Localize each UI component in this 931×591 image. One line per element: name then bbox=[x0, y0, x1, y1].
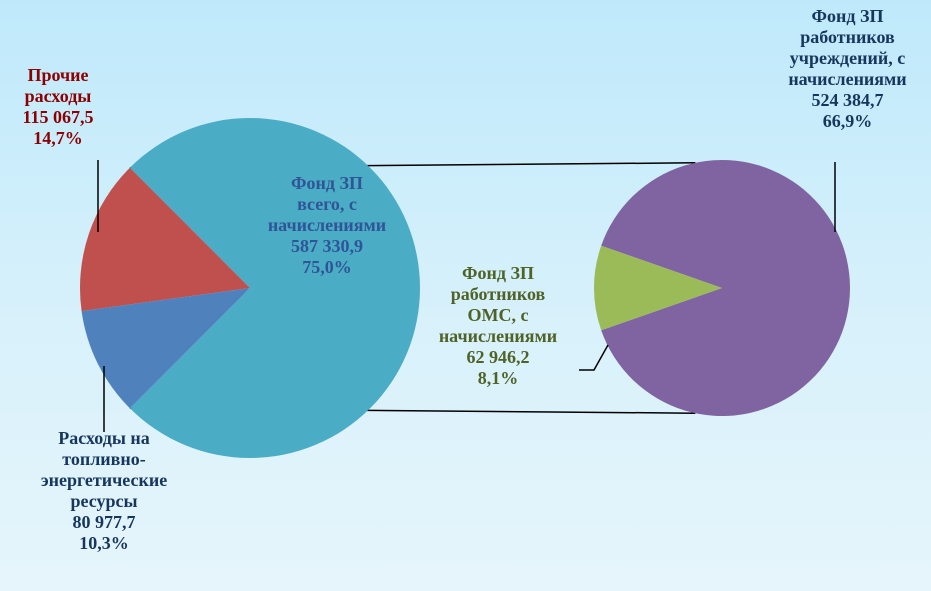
leader-lines bbox=[97, 160, 836, 432]
label-zp-oms-line: ОМС, с bbox=[467, 305, 529, 325]
label-zp-oms: Фонд ЗП работников ОМС, с начислениями 6… bbox=[412, 263, 584, 389]
label-zp-oms-line: начислениями bbox=[438, 326, 558, 346]
label-zp-total: Фонд ЗП всего, с начислениями 587 330,9 … bbox=[237, 173, 417, 278]
label-zp-inst-value: 524 384,7 bbox=[811, 90, 884, 110]
label-other-line: расходы bbox=[24, 86, 92, 106]
label-fuel-line: энергетические bbox=[40, 470, 168, 490]
label-fuel-line: Расходы на bbox=[58, 428, 150, 448]
leader-line-zp-oms bbox=[579, 344, 609, 371]
secondary-pie-slice bbox=[594, 245, 722, 331]
label-zp-total-line: всего, с bbox=[297, 194, 357, 214]
label-zp-inst-percent: 66,9% bbox=[822, 111, 873, 131]
label-other: Прочие расходы 115 067,5 14,7% bbox=[0, 65, 116, 149]
label-zp-total-value: 587 330,9 bbox=[291, 236, 363, 256]
label-zp-inst-line: учреждений, с bbox=[789, 48, 906, 68]
label-fuel: Расходы на топливно- энергетические ресу… bbox=[0, 428, 208, 554]
label-zp-inst-line: Фонд ЗП bbox=[811, 6, 884, 26]
label-zp-inst-line: начислениями bbox=[788, 69, 907, 89]
secondary-pie bbox=[594, 160, 851, 416]
secondary-pie-slice bbox=[601, 160, 851, 416]
label-other-line: Прочие bbox=[27, 65, 89, 85]
label-zp-oms-line: Фонд ЗП bbox=[462, 263, 534, 283]
label-zp-total-line: начислениями bbox=[267, 215, 387, 235]
label-zp-total-percent: 75,0% bbox=[302, 257, 352, 277]
label-fuel-percent: 10,3% bbox=[79, 533, 129, 553]
label-fuel-line: ресурсы bbox=[70, 491, 138, 511]
main-pie-slice bbox=[129, 118, 420, 459]
main-pie-slice bbox=[81, 288, 250, 409]
label-other-value: 115 067,5 bbox=[22, 107, 94, 127]
label-zp-oms-percent: 8,1% bbox=[477, 368, 519, 388]
label-fuel-value: 80 977,7 bbox=[72, 512, 136, 532]
label-zp-oms-line: работников bbox=[450, 284, 546, 304]
label-zp-oms-value: 62 946,2 bbox=[466, 347, 530, 367]
label-zp-total-line: Фонд ЗП bbox=[291, 173, 363, 193]
main-pie-slice bbox=[80, 167, 251, 312]
label-fuel-line: топливно- bbox=[62, 449, 146, 469]
label-other-percent: 14,7% bbox=[33, 128, 83, 148]
label-zp-inst-line: работников bbox=[800, 27, 895, 47]
label-zp-inst: Фонд ЗП работников учреждений, с начисле… bbox=[764, 6, 931, 132]
main-pie bbox=[80, 118, 420, 459]
